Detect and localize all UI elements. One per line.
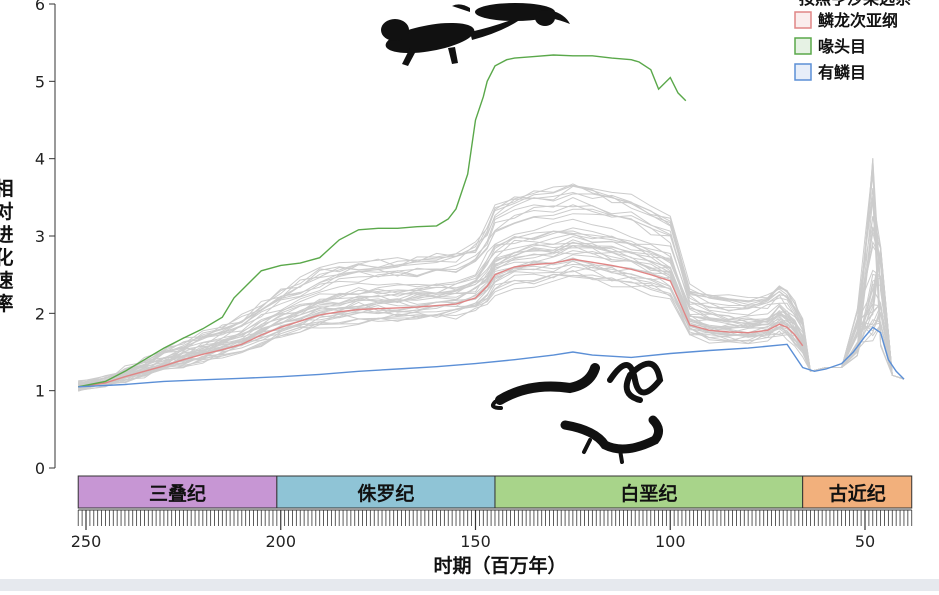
period-band: [802, 475, 913, 509]
y-axis-label-char: 速: [0, 269, 14, 292]
legend-swatch: [794, 37, 812, 55]
legend-label: 鳞龙次亚纲: [818, 11, 898, 30]
y-axis-label-char: 对: [0, 200, 14, 223]
y-axis-label-char: 进: [0, 224, 14, 246]
background-line: [78, 213, 905, 387]
series-lines: [78, 54, 905, 388]
background-line: [78, 239, 905, 388]
y-tick-label: 4: [35, 150, 45, 169]
background-line: [78, 199, 905, 388]
period-label: 白垩纪: [620, 482, 677, 505]
y-tick-label: 2: [35, 304, 45, 323]
y-axis-label-char: 化: [0, 246, 14, 269]
background-line: [78, 184, 905, 388]
y-axis-label-char: 率: [0, 292, 14, 315]
y-tick-label: 3: [35, 227, 45, 246]
legend-header: 按照亨沙莱选系: [799, 0, 911, 8]
series-line: [78, 326, 905, 388]
series-line: [78, 258, 804, 388]
x-tick-label: 50: [855, 532, 875, 551]
y-axis: 0 1 2 3 4 5 6: [35, 0, 56, 478]
background-line: [78, 232, 905, 391]
period-band: [77, 475, 278, 509]
legend-swatch: [794, 11, 812, 29]
geologic-period-bar: 三叠纪 侏罗纪 白垩纪 古近纪: [77, 475, 913, 509]
x-axis-label: 时期（百万年）: [433, 554, 566, 577]
legend-swatch: [794, 63, 812, 81]
period-label: 三叠纪: [149, 482, 206, 505]
y-tick-label: 6: [35, 0, 45, 14]
y-tick-label: 0: [35, 459, 45, 478]
x-tick-label: 100: [655, 532, 686, 551]
series-line: [78, 54, 687, 388]
lizard-silhouettes-middle: [491, 360, 664, 464]
background-line: [78, 230, 905, 385]
y-axis-label-char: 相: [0, 178, 14, 200]
x-axis: 250 200 150 100 50: [71, 509, 913, 551]
page-bottom-strip: [0, 579, 939, 591]
period-label: 古近纪: [829, 482, 886, 505]
legend-label: 喙头目: [818, 37, 866, 56]
background-line: [78, 183, 905, 383]
background-line: [78, 242, 905, 389]
background-line: [78, 269, 905, 391]
legend-label: 有鳞目: [818, 63, 866, 82]
x-tick-label: 200: [265, 532, 296, 551]
x-tick-label: 150: [460, 532, 491, 551]
x-tick-label: 250: [71, 532, 102, 551]
period-label: 侏罗纪: [357, 482, 414, 505]
y-tick-label: 1: [35, 382, 45, 401]
legend: 按照亨沙莱选系鳞龙次亚纲喙头目有鳞目: [794, 0, 911, 82]
lizard-silhouettes-top: [381, 3, 570, 66]
background-line: [78, 191, 905, 387]
background-lines: [77, 157, 905, 392]
background-line: [78, 175, 905, 386]
y-tick-label: 5: [35, 72, 45, 91]
